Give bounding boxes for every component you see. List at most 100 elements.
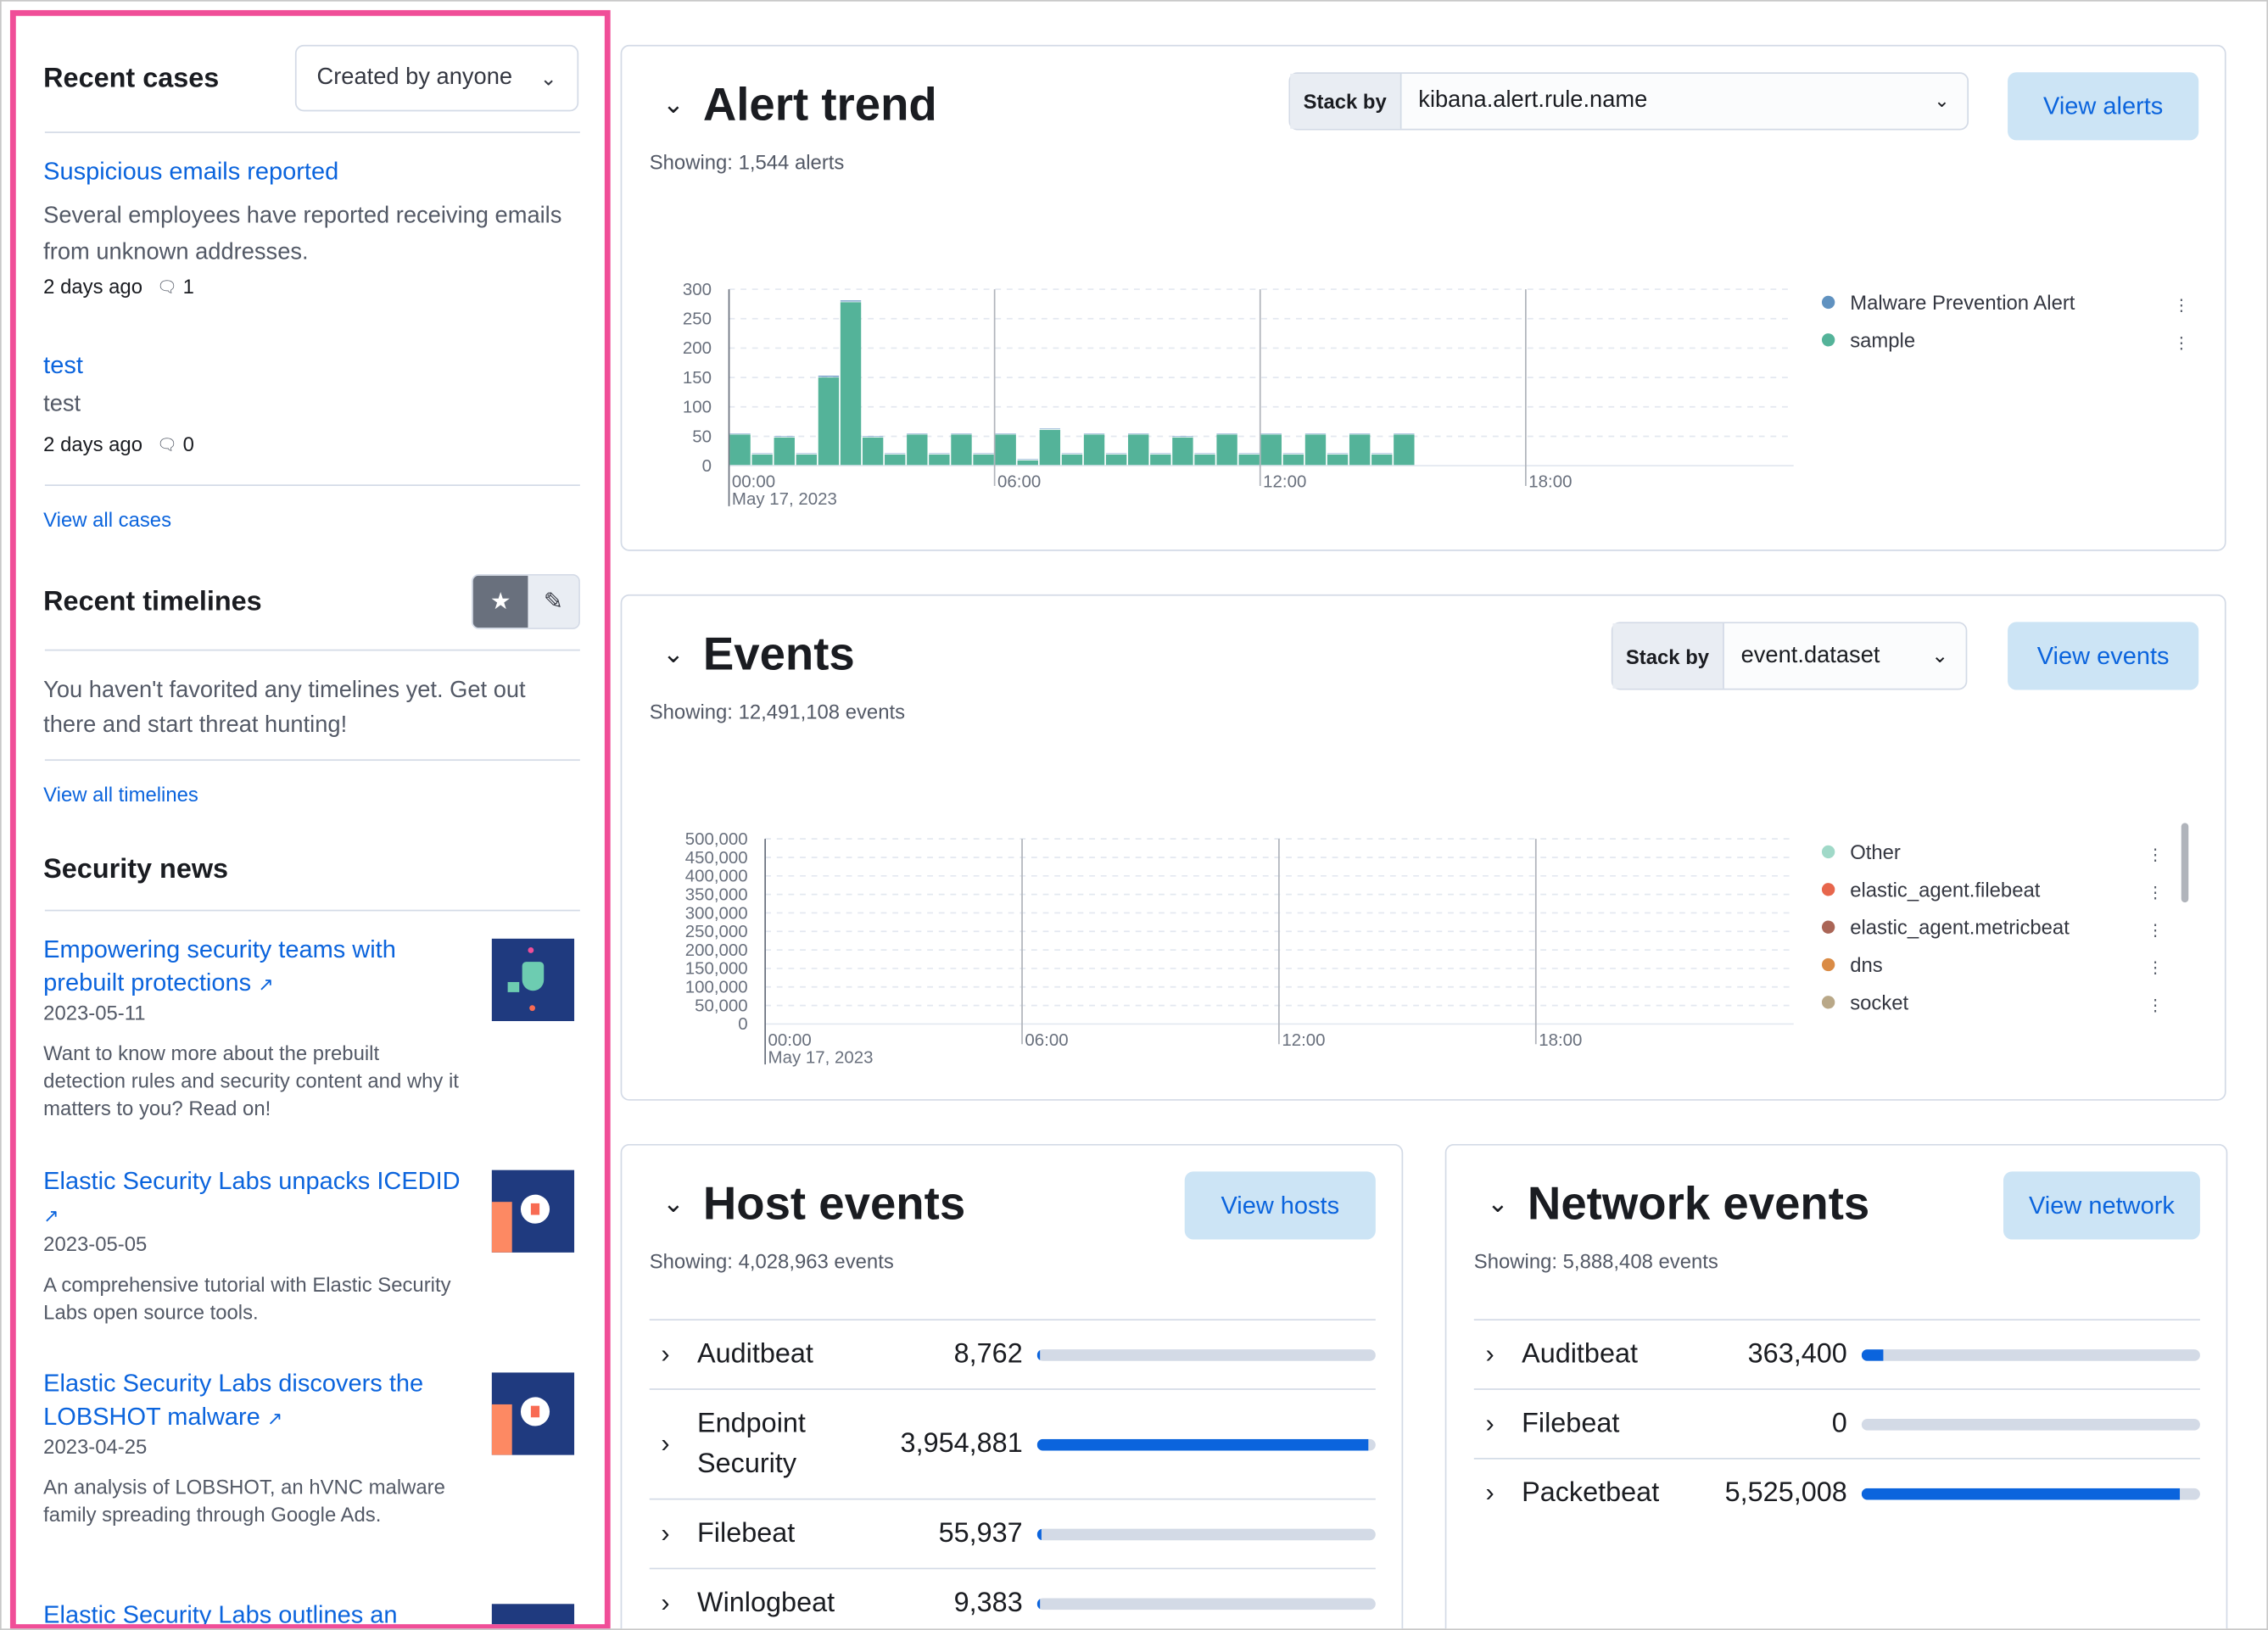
legend-menu-icon[interactable]: ⋮: [2173, 297, 2189, 315]
pencil-square-icon: ✎: [543, 589, 563, 615]
expand-chevron-icon[interactable]: ›: [1485, 1409, 1494, 1438]
bar-segment: [1172, 436, 1193, 437]
collapse-chevron-icon[interactable]: ⌄: [662, 639, 684, 668]
bar-segment: [1327, 454, 1349, 466]
event-source-row[interactable]: › Winlogbeat 9,383: [649, 1567, 1376, 1629]
bar-segment: [907, 434, 928, 466]
bar-segment: [1150, 453, 1171, 455]
news-thumbnail: [491, 938, 575, 1022]
legend-menu-icon[interactable]: ⋮: [2148, 884, 2164, 902]
bar-segment: [796, 454, 818, 466]
news-date: 2023-05-11: [43, 1001, 146, 1024]
collapse-chevron-icon[interactable]: ⌄: [1487, 1188, 1509, 1218]
stack-by-select[interactable]: Stack by kibana.alert.rule.name ⌄: [1288, 72, 1969, 131]
event-source-row[interactable]: › Filebeat 0: [1473, 1388, 2200, 1458]
view-hosts-button[interactable]: View hosts: [1184, 1171, 1376, 1240]
source-name: Packetbeat: [1522, 1477, 1660, 1508]
x-tick-label: 00:00: [732, 472, 775, 492]
view-all-timelines-link[interactable]: View all timelines: [43, 782, 198, 806]
case-meta: 2 days ago 🗨 1: [43, 275, 194, 298]
expand-chevron-icon[interactable]: ›: [1485, 1339, 1494, 1369]
timeline-filter-group: ★ ✎: [471, 574, 580, 629]
security-news-title: Security news: [43, 854, 229, 885]
legend-menu-icon[interactable]: ⋮: [2148, 959, 2164, 977]
progress-fill: [1036, 1597, 1040, 1610]
event-source-row[interactable]: › Packetbeat 5,525,008: [1473, 1458, 2200, 1527]
progress-fill: [1861, 1348, 1885, 1360]
collapse-chevron-icon[interactable]: ⌄: [662, 1188, 684, 1218]
bar-segment: [1172, 437, 1193, 466]
legend-label: sample: [1850, 329, 1915, 352]
expand-chevron-icon[interactable]: ›: [661, 1428, 670, 1459]
legend-menu-icon[interactable]: ⋮: [2173, 334, 2189, 352]
source-progress-bar: [1861, 1348, 2200, 1360]
case-age: 2 days ago: [43, 275, 142, 299]
showing-count: Showing: 4,028,963 events: [649, 1249, 894, 1273]
news-item-link[interactable]: Elastic Security Labs outlines an: [43, 1598, 463, 1624]
view-all-cases-link[interactable]: View all cases: [43, 507, 172, 531]
event-source-row[interactable]: › Endpoint Security 3,954,881: [649, 1388, 1376, 1499]
view-events-button[interactable]: View events: [2008, 622, 2199, 690]
news-item-link[interactable]: Elastic Security Labs unpacks ICEDID ↗: [43, 1164, 463, 1232]
recent-cases-title: Recent cases: [43, 64, 220, 94]
x-tick-label: 12:00: [1282, 1030, 1325, 1050]
source-name: Winlogbeat: [697, 1587, 835, 1618]
source-name: Filebeat: [697, 1517, 796, 1549]
source-count: 5,525,008: [1724, 1477, 1847, 1508]
divider: [44, 909, 580, 912]
news-summary: Want to know more about the prebuilt det…: [43, 1041, 459, 1119]
bar-segment: [840, 300, 862, 302]
legend-menu-icon[interactable]: ⋮: [2148, 846, 2164, 864]
view-network-button[interactable]: View network: [2003, 1171, 2200, 1240]
bar-segment: [1105, 453, 1127, 455]
bar-segment: [973, 454, 994, 466]
event-source-row[interactable]: › Auditbeat 8,762: [649, 1319, 1376, 1388]
source-count: 3,954,881: [900, 1428, 1023, 1459]
collapse-chevron-icon[interactable]: ⌄: [662, 89, 684, 119]
view-alerts-button[interactable]: View alerts: [2008, 72, 2199, 141]
event-source-row[interactable]: › Filebeat 55,937: [649, 1498, 1376, 1568]
favorites-star-button[interactable]: ★: [472, 575, 528, 628]
bar-segment: [729, 434, 751, 466]
news-item-link[interactable]: Empowering security teams with prebuilt …: [43, 933, 463, 1001]
legend-menu-icon[interactable]: ⋮: [2148, 921, 2164, 939]
case-title-link[interactable]: test: [43, 351, 83, 379]
bar-segment: [818, 376, 840, 377]
progress-fill: [1036, 1348, 1040, 1360]
comment-icon: 🗨: [157, 436, 177, 454]
bar-segment: [929, 454, 950, 466]
case-title-link[interactable]: Suspicious emails reported: [43, 157, 339, 186]
recently-edited-button[interactable]: ✎: [528, 575, 579, 628]
bar-segment: [973, 453, 994, 455]
legend-swatch: [1821, 996, 1835, 1009]
news-item-link[interactable]: Elastic Security Labs discovers the LOBS…: [43, 1367, 463, 1435]
sidebar: Recent cases Created by anyone ⌄ Suspici…: [9, 9, 611, 1629]
legend-menu-icon[interactable]: ⋮: [2148, 996, 2164, 1014]
showing-count: Showing: 5,888,408 events: [1473, 1249, 1718, 1273]
source-progress-bar: [1861, 1418, 2200, 1430]
expand-chevron-icon[interactable]: ›: [661, 1518, 670, 1548]
timelines-empty-message: You haven't favorited any timelines yet.…: [43, 678, 526, 738]
expand-chevron-icon[interactable]: ›: [661, 1588, 670, 1617]
bar-segment: [951, 434, 972, 466]
y-tick-label: 150: [683, 368, 712, 388]
bar-segment: [1128, 434, 1149, 466]
stack-by-select[interactable]: Stack by event.dataset ⌄: [1611, 622, 1968, 690]
event-source-row[interactable]: › Auditbeat 363,400: [1473, 1319, 2200, 1388]
y-tick-label: 250: [683, 310, 712, 329]
bar-segment: [1061, 454, 1083, 466]
case-description: test: [43, 392, 81, 417]
source-name: Auditbeat: [697, 1338, 813, 1370]
panel-title: Network events: [1527, 1177, 1870, 1230]
legend-swatch: [1821, 920, 1835, 934]
expand-chevron-icon[interactable]: ›: [661, 1339, 670, 1369]
panel-title: Host events: [702, 1177, 966, 1230]
divider: [44, 649, 580, 651]
expand-chevron-icon[interactable]: ›: [1485, 1477, 1494, 1508]
bar-segment: [1194, 453, 1215, 455]
cases-filter-select[interactable]: Created by anyone ⌄: [294, 44, 579, 112]
legend-scrollbar[interactable]: [2181, 823, 2189, 903]
bar-segment: [1282, 453, 1304, 455]
bar-segment: [840, 302, 862, 466]
network-events-panel: ⌄ Network events Showing: 5,888,408 even…: [1444, 1143, 2228, 1629]
